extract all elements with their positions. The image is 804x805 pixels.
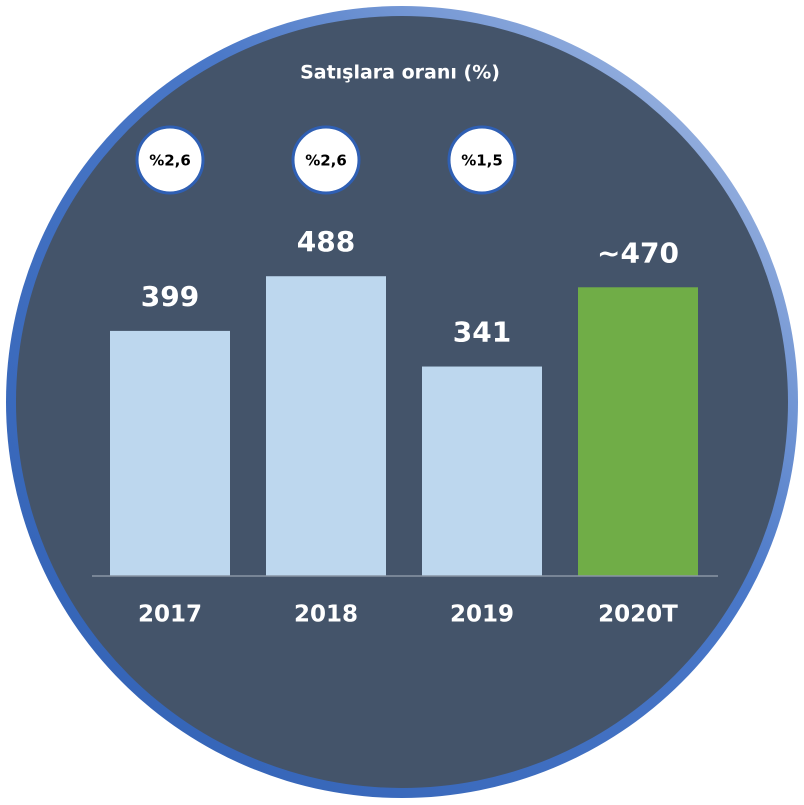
x-tick-label: 2019	[450, 602, 514, 628]
x-tick-label: 2017	[138, 602, 202, 628]
ratio-badge	[291, 125, 361, 195]
circle-background	[16, 16, 788, 788]
value-label: 341	[453, 316, 511, 349]
ratio-label: %2,6	[305, 152, 347, 170]
value-label: 399	[141, 280, 199, 313]
value-label: ~470	[597, 236, 679, 269]
ratio-badge	[135, 125, 205, 195]
subtitle: Satışlara oranı (%)	[300, 62, 500, 84]
ratio-badge	[447, 125, 517, 195]
x-tick-label: 2018	[294, 602, 358, 628]
bar	[422, 366, 542, 576]
ratio-label: %2,6	[149, 152, 191, 170]
ratio-label: %1,5	[461, 152, 503, 170]
value-label: 488	[297, 225, 355, 258]
x-tick-label: 2020T	[598, 602, 678, 628]
bar	[578, 287, 698, 576]
bar	[266, 276, 386, 576]
bar	[110, 330, 230, 576]
